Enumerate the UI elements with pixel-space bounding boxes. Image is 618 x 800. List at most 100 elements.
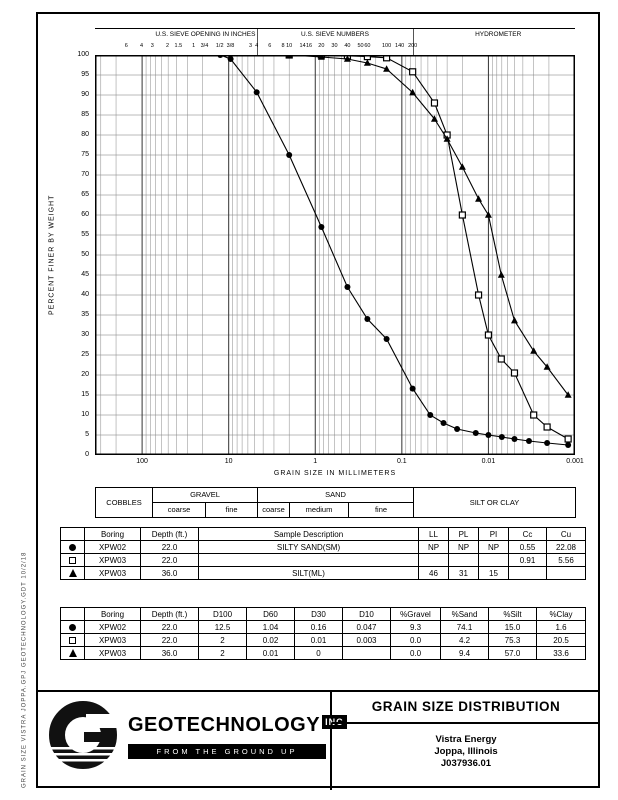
x-tick-label: 1	[313, 458, 318, 465]
clay-header: %Clay	[536, 607, 586, 621]
y-tick-label: 0	[85, 451, 89, 458]
classification-bar: COBBLES GRAVEL coarse fine SAND coarse m…	[95, 487, 576, 518]
gravel-cell: 9.3	[390, 620, 441, 634]
clay-cell: 33.6	[536, 646, 586, 660]
header-divider	[257, 29, 258, 56]
y-tick-label: 5	[85, 431, 89, 438]
classification-sand-medium: medium	[289, 502, 349, 518]
classification-silt-or-clay: SILT OR CLAY	[413, 487, 576, 518]
sieve-size-label: 20	[318, 43, 325, 49]
sieve-size-label: 3	[150, 43, 154, 49]
d60-cell: 0.02	[246, 633, 295, 647]
pl-cell: NP	[448, 540, 479, 554]
description-header: Sample Description	[198, 527, 419, 541]
title-block-divider	[330, 692, 332, 790]
cu-cell	[546, 566, 586, 580]
d30-cell: 0.01	[294, 633, 343, 647]
silt-cell: 57.0	[488, 646, 537, 660]
pl-cell	[448, 553, 479, 567]
ll-cell: 46	[418, 566, 449, 580]
company-logo-area: GEOTECHNOLOGY INC FROM THE GROUND UP	[48, 700, 347, 786]
y-tick-label: 100	[77, 51, 89, 58]
gradation-table: Boring Depth (ft.) D100 D60 D30 D10 %Gra…	[60, 607, 586, 660]
pl-cell: 31	[448, 566, 479, 580]
report-title: GRAIN SIZE DISTRIBUTION	[332, 699, 600, 724]
table-row: XPW03 36.0 2 0.01 0 0.0 9.4 57.0 33.6	[60, 646, 586, 660]
y-tick-label: 50	[81, 251, 89, 258]
d100-header: D100	[198, 607, 247, 621]
description-cell	[198, 553, 419, 567]
sieve-size-label: 4	[139, 43, 144, 49]
x-tick-label: 10	[224, 458, 233, 465]
project-number: J037936.01	[440, 758, 492, 769]
gravel-header: %Gravel	[390, 607, 441, 621]
series-marker-icon	[69, 543, 76, 551]
d100-cell: 2	[198, 646, 247, 660]
d30-cell: 0	[294, 646, 343, 660]
sieve-size-label: 6	[268, 43, 272, 49]
classification-gravel: GRAVEL	[152, 487, 258, 503]
sieve-size-label: 3	[248, 43, 253, 49]
series-marker-icon	[69, 636, 76, 644]
boring-header: Boring	[84, 607, 141, 621]
axis-group-inches: U.S. SIEVE OPENING IN INCHES	[155, 31, 256, 38]
axis-group-sieve-numbers: U.S. SIEVE NUMBERS	[301, 31, 369, 38]
boring-header: Boring	[84, 527, 141, 541]
grain-size-plot	[95, 51, 575, 455]
marker-column-header	[60, 607, 85, 621]
client-name: Vistra Energy	[435, 734, 497, 745]
boring-cell: XPW03	[84, 633, 141, 647]
company-tagline: FROM THE GROUND UP	[128, 744, 326, 759]
grain-size-curves	[95, 51, 575, 455]
description-cell: SILTY SAND(SM)	[198, 540, 419, 554]
sieve-size-label: 200	[408, 43, 418, 49]
classification-gravel-fine: fine	[205, 502, 258, 518]
sand-header: %Sand	[440, 607, 489, 621]
y-tick-label: 25	[81, 351, 89, 358]
series-marker-icon	[69, 623, 76, 631]
x-tick-label: 0.001	[566, 458, 584, 465]
cc-cell: 0.55	[508, 540, 547, 554]
ll-cell	[418, 553, 449, 567]
sieve-size-label: 140	[395, 43, 405, 49]
sieve-size-label: 2	[166, 43, 170, 49]
y-tick-label: 60	[81, 211, 89, 218]
d30-cell: 0.16	[294, 620, 343, 634]
y-tick-label: 65	[81, 191, 89, 198]
pl-header: PL	[448, 527, 479, 541]
sieve-size-label: 6	[124, 43, 128, 49]
pi-header: PI	[478, 527, 509, 541]
d60-cell: 1.04	[246, 620, 295, 634]
sieve-size-label: 1.5	[174, 43, 183, 49]
cu-cell: 22.08	[546, 540, 586, 554]
company-name: GEOTECHNOLOGY INC	[128, 714, 347, 737]
series-marker-icon	[68, 649, 77, 658]
sieve-size-label: 30	[331, 43, 338, 49]
sieve-size-label: 60	[364, 43, 371, 49]
d30-header: D30	[294, 607, 343, 621]
x-axis-title: GRAIN SIZE IN MILLIMETERS	[273, 470, 397, 477]
series-marker-icon	[68, 569, 77, 578]
silt-cell: 15.0	[488, 620, 537, 634]
table-row: XPW02 22.0 SILTY SAND(SM) NP NP NP 0.55 …	[60, 540, 586, 554]
depth-header: Depth (ft.)	[140, 607, 199, 621]
x-axis-tick-labels: 100 10 1 0.1 0.01 0.001	[95, 458, 584, 468]
table-row: XPW03 22.0 0.91 5.56	[60, 553, 586, 567]
header-divider	[413, 29, 414, 56]
table-header-row: Boring Depth (ft.) Sample Description LL…	[60, 527, 586, 541]
d100-cell: 12.5	[198, 620, 247, 634]
sieve-size-label: 1	[192, 43, 196, 49]
project-location: Joppa, Illinois	[434, 746, 498, 757]
page-border	[36, 12, 600, 788]
project-info: Vistra Energy Joppa, Illinois J037936.01	[332, 734, 600, 770]
d60-header: D60	[246, 607, 295, 621]
company-name-text: GEOTECHNOLOGY	[128, 714, 321, 736]
report-title-area: GRAIN SIZE DISTRIBUTION Vistra Energy Jo…	[332, 692, 600, 790]
table-row: XPW03 36.0 SILT(ML) 46 31 15	[60, 566, 586, 580]
sieve-size-label: 40	[344, 43, 351, 49]
ll-header: LL	[418, 527, 449, 541]
boring-cell: XPW03	[84, 553, 141, 567]
table-row: XPW03 22.0 2 0.02 0.01 0.003 0.0 4.2 75.…	[60, 633, 586, 647]
cc-header: Cc	[508, 527, 547, 541]
